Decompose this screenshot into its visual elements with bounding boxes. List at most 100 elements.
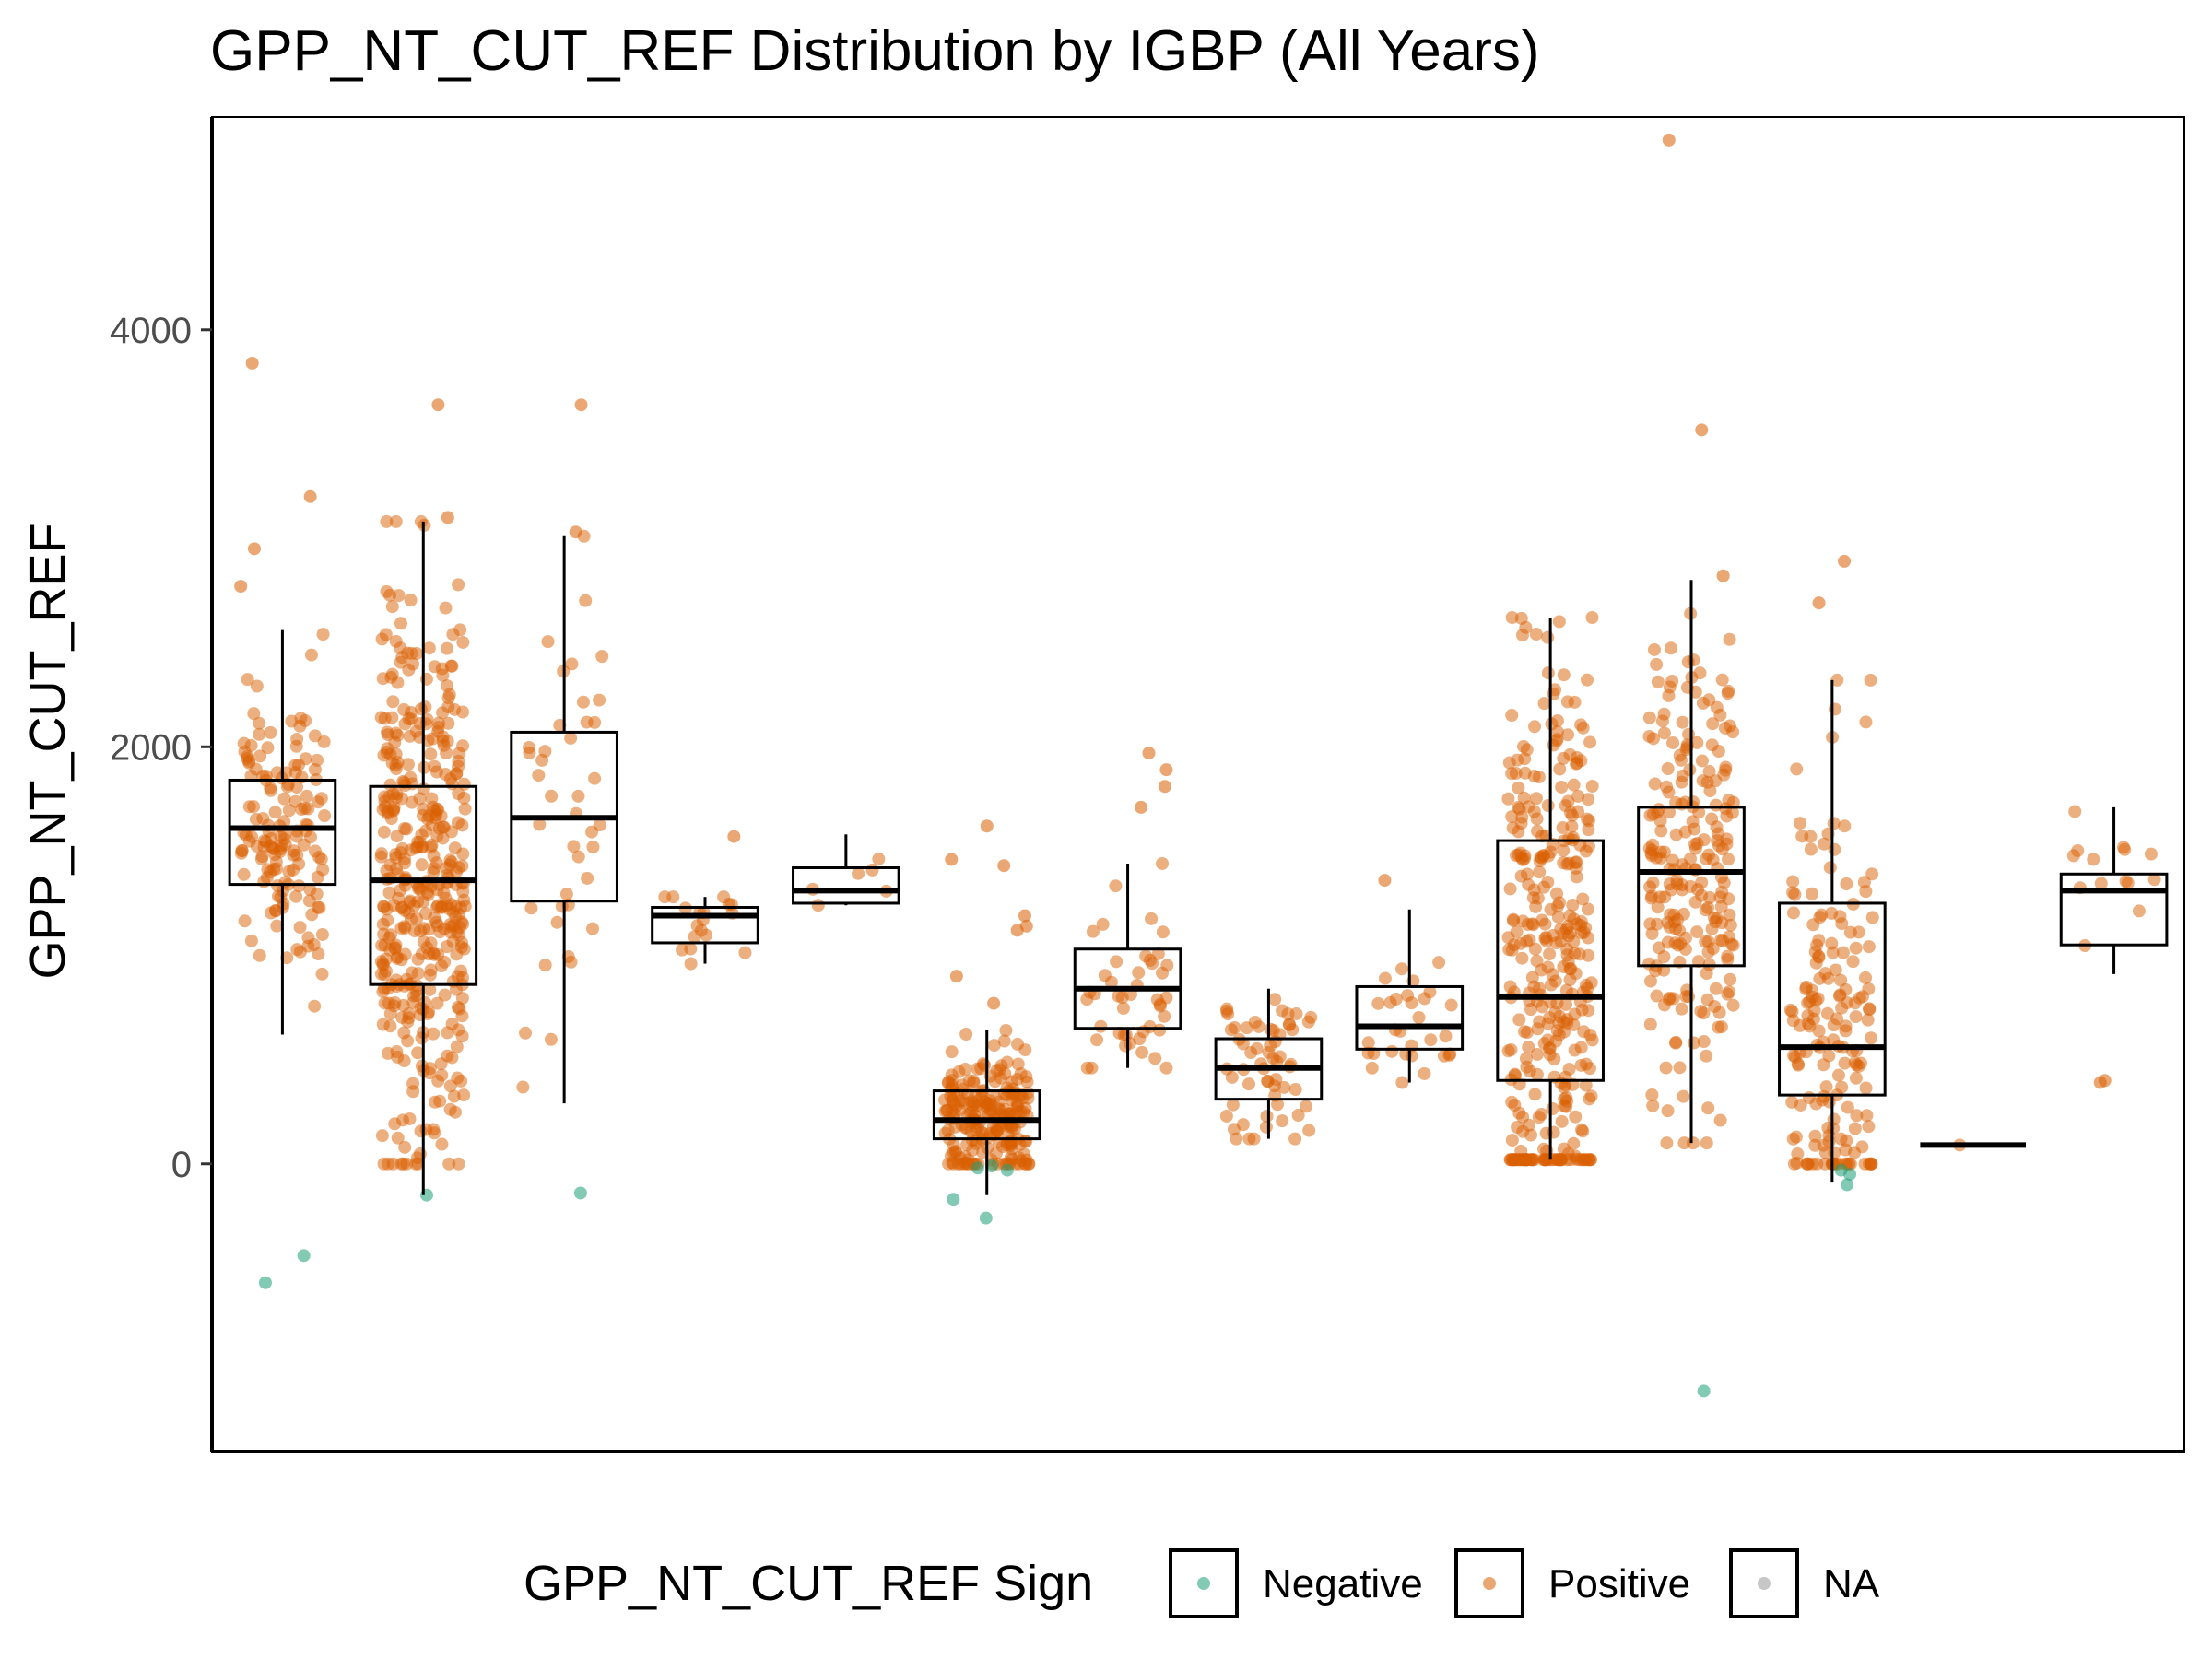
data-point (979, 1211, 993, 1225)
data-point (427, 1027, 441, 1041)
data-point (533, 818, 547, 831)
data-point (429, 807, 443, 821)
data-point (391, 1131, 405, 1145)
data-point (1585, 611, 1599, 624)
data-point (1662, 688, 1676, 702)
data-point (1418, 1066, 1431, 1080)
data-point (452, 786, 465, 800)
data-point (431, 947, 445, 961)
data-point (544, 1032, 558, 1046)
data-point (1832, 989, 1846, 1003)
data-point (1512, 1106, 1526, 1120)
data-point (414, 924, 428, 938)
data-point (1143, 1020, 1157, 1034)
data-point (1862, 982, 1876, 995)
data-point (1018, 909, 1031, 923)
data-point (545, 789, 559, 803)
data-point (1841, 1100, 1854, 1114)
data-point (1018, 1147, 1031, 1161)
data-point (1010, 1072, 1024, 1086)
data-point (443, 1079, 457, 1093)
data-point (299, 752, 312, 766)
data-point (574, 398, 588, 412)
data-point (1712, 1020, 1725, 1034)
data-point (1790, 1156, 1804, 1170)
plot-area: 0 2000 4000 (110, 116, 2185, 1453)
data-point (1700, 1136, 1713, 1150)
data-point (588, 771, 602, 785)
data-point (1505, 810, 1519, 824)
data-point (1394, 962, 1408, 976)
data-point (1530, 1047, 1544, 1061)
data-point (1829, 963, 1842, 977)
data-point (315, 927, 329, 941)
data-point (1576, 1124, 1590, 1138)
data-point (430, 830, 444, 843)
data-point (1830, 673, 1844, 687)
data-point (258, 1276, 272, 1289)
data-point (418, 700, 432, 714)
data-point (852, 866, 865, 880)
data-point (387, 999, 401, 1013)
data-point (1666, 735, 1680, 749)
data-point (1528, 1088, 1542, 1101)
y-tick-label: 0 (171, 1145, 192, 1185)
data-point (1687, 1036, 1700, 1050)
data-point (1512, 1013, 1526, 1027)
data-point (1643, 1018, 1657, 1031)
data-point (2087, 853, 2100, 866)
data-point (1569, 967, 1583, 981)
data-point (374, 955, 388, 969)
data-point (1250, 1041, 1264, 1055)
data-point (390, 830, 404, 843)
data-point (1665, 674, 1679, 688)
data-point (428, 660, 441, 674)
data-point (1110, 955, 1124, 969)
data-point (376, 1018, 390, 1031)
data-point (377, 927, 391, 941)
data-point (1094, 1019, 1108, 1033)
data-point (997, 859, 1011, 873)
data-point (1808, 1129, 1822, 1143)
data-point (374, 850, 388, 864)
data-point (455, 818, 469, 832)
data-point (1553, 762, 1567, 776)
data-point (1511, 1120, 1524, 1134)
data-point (433, 925, 447, 939)
data-point (247, 542, 261, 556)
data-point (1562, 1063, 1576, 1077)
data-point (1724, 918, 1737, 932)
data-point (970, 1135, 983, 1148)
data-point (1570, 870, 1583, 884)
data-point (1647, 642, 1661, 656)
data-point (1648, 777, 1662, 791)
data-point (395, 841, 409, 855)
data-point (452, 1157, 465, 1171)
data-point (304, 648, 318, 662)
data-point (1133, 1032, 1147, 1046)
data-point (388, 735, 402, 749)
legend-label: Negative (1263, 1561, 1423, 1606)
data-point (1863, 1002, 1877, 1016)
data-point (1642, 711, 1656, 724)
data-point (1663, 877, 1677, 891)
data-point (406, 995, 420, 1009)
data-point (1709, 982, 1723, 995)
data-point (457, 893, 471, 907)
data-point (684, 942, 698, 956)
data-point (316, 863, 330, 877)
data-point (580, 715, 594, 729)
data-point (388, 1117, 402, 1131)
data-point (1548, 974, 1562, 988)
data-point (1859, 715, 1873, 729)
data-point (253, 749, 267, 763)
box (1496, 839, 1605, 1082)
data-point (949, 970, 963, 983)
data-point (1852, 925, 1865, 939)
data-point (1674, 937, 1688, 951)
data-point (1676, 715, 1689, 729)
data-point (1526, 891, 1540, 905)
data-point (303, 489, 317, 503)
data-point (390, 787, 404, 801)
data-point (239, 828, 253, 841)
